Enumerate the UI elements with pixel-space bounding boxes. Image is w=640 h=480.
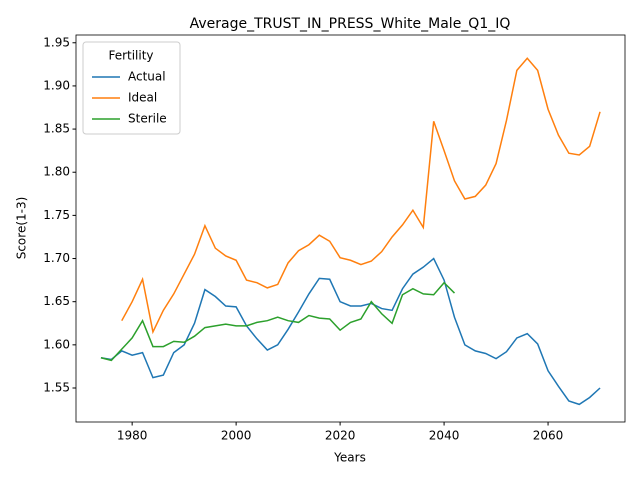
x-tick-label: 2040 xyxy=(429,429,460,443)
series-line xyxy=(100,257,601,406)
chart-title: Average_TRUST_IN_PRESS_White_Male_Q1_IQ xyxy=(190,16,511,32)
y-axis-label: Score(1-3) xyxy=(15,197,29,260)
y-tick-label: 1.70 xyxy=(43,251,70,265)
y-tick-label: 1.60 xyxy=(43,337,70,351)
legend-label: Sterile xyxy=(128,112,167,126)
x-tick-label: 2060 xyxy=(533,429,564,443)
plot-frame xyxy=(75,34,626,423)
series-line xyxy=(100,281,456,362)
y-tick-label: 1.55 xyxy=(43,380,70,394)
y-tick-label: 1.75 xyxy=(43,208,70,222)
x-axis-label: Years xyxy=(333,451,366,465)
legend-label: Actual xyxy=(128,70,166,84)
y-tick-label: 1.95 xyxy=(43,35,70,49)
y-tick-label: 1.65 xyxy=(43,294,70,308)
x-tick-label: 1980 xyxy=(117,429,148,443)
series-line xyxy=(121,57,601,335)
x-tick-label: 2020 xyxy=(325,429,356,443)
y-tick-label: 1.85 xyxy=(43,122,70,136)
y-tick-label: 1.80 xyxy=(43,165,70,179)
x-tick-label: 2000 xyxy=(221,429,252,443)
legend-label: Ideal xyxy=(128,91,157,105)
y-tick-label: 1.90 xyxy=(43,78,70,92)
legend-box xyxy=(82,41,181,135)
legend-title: Fertility xyxy=(108,49,153,63)
